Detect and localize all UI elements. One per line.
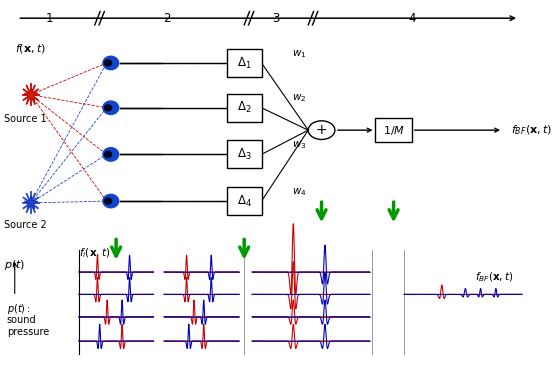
Ellipse shape: [103, 194, 119, 208]
Ellipse shape: [104, 152, 112, 158]
Ellipse shape: [103, 56, 119, 70]
Text: $\Delta_2$: $\Delta_2$: [237, 100, 252, 115]
FancyBboxPatch shape: [227, 187, 262, 215]
Text: pressure: pressure: [7, 327, 49, 337]
Circle shape: [308, 121, 335, 139]
Text: +: +: [316, 123, 328, 137]
Text: $w_2$: $w_2$: [292, 92, 306, 104]
FancyBboxPatch shape: [227, 140, 262, 168]
Text: $1/M$: $1/M$: [383, 124, 405, 136]
FancyBboxPatch shape: [227, 94, 262, 122]
FancyBboxPatch shape: [227, 49, 262, 77]
Ellipse shape: [104, 105, 112, 111]
Text: $w_4$: $w_4$: [292, 186, 307, 198]
Text: $w_3$: $w_3$: [292, 139, 307, 151]
Ellipse shape: [104, 198, 112, 204]
Ellipse shape: [104, 60, 112, 66]
Text: Source 1: Source 1: [4, 114, 47, 124]
Text: Source 2: Source 2: [4, 220, 47, 230]
Text: $p(t):$: $p(t):$: [7, 302, 30, 316]
Text: 1: 1: [46, 12, 53, 25]
Text: $f_i(\mathbf{x},t)$: $f_i(\mathbf{x},t)$: [79, 247, 110, 260]
Text: sound: sound: [7, 315, 36, 326]
FancyBboxPatch shape: [376, 118, 412, 142]
Text: $f(\mathbf{x},t)$: $f(\mathbf{x},t)$: [15, 41, 46, 55]
Text: $\Delta_3$: $\Delta_3$: [237, 147, 252, 162]
Text: $\Delta_4$: $\Delta_4$: [237, 194, 252, 209]
Ellipse shape: [103, 148, 119, 161]
Text: $\Delta_1$: $\Delta_1$: [237, 55, 252, 71]
Text: $f_{BF}(\mathbf{x},t)$: $f_{BF}(\mathbf{x},t)$: [511, 123, 552, 137]
Text: 3: 3: [272, 12, 280, 25]
Text: $p(t)$: $p(t)$: [4, 258, 25, 271]
Text: 2: 2: [163, 12, 171, 25]
Text: 4: 4: [408, 12, 416, 25]
Text: $w_1$: $w_1$: [292, 48, 307, 59]
Text: $f_{BF}(\mathbf{x},t)$: $f_{BF}(\mathbf{x},t)$: [475, 271, 514, 284]
Ellipse shape: [103, 101, 119, 114]
